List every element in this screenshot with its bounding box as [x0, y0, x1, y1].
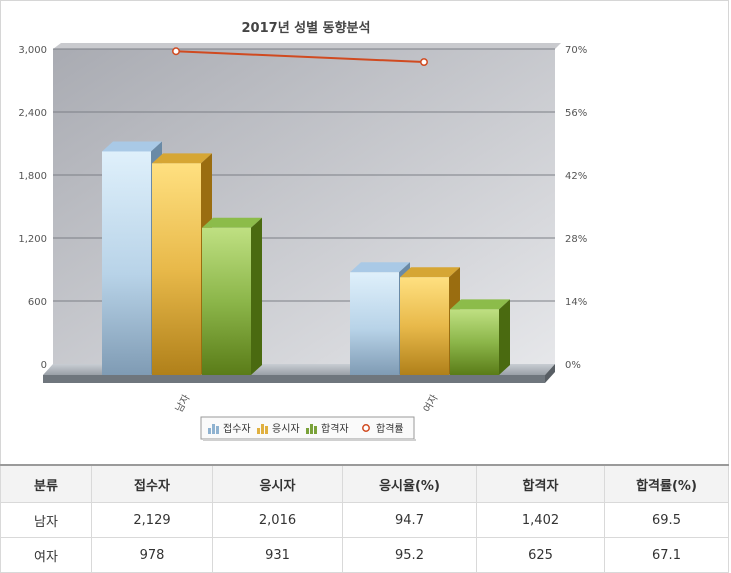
cell-exam-rate: 95.2 — [342, 537, 477, 573]
cell-pass-rate: 69.5 — [604, 502, 729, 538]
bar-series-icon — [208, 424, 219, 434]
pass-rate-point — [172, 47, 180, 56]
bar-series-icon — [257, 424, 268, 434]
bar-front — [450, 309, 499, 375]
bar-side — [499, 299, 510, 375]
legend-item: 합격률 — [362, 422, 404, 435]
cell-passers: 625 — [476, 537, 605, 573]
header-category: 분류 — [0, 464, 92, 503]
right-tick-label: 28% — [565, 234, 587, 245]
bar-front — [350, 272, 399, 375]
bar-top — [400, 267, 460, 278]
chart-title: 2017년 성별 동향분석 — [242, 20, 371, 36]
right-tick-label: 70% — [565, 45, 587, 56]
legend-label: 합격률 — [376, 422, 404, 435]
legend-item: 접수자 — [208, 423, 251, 435]
header-passers: 합격자 — [476, 464, 605, 503]
pass-rate-line-path — [175, 50, 425, 64]
cell-category: 여자 — [0, 537, 92, 573]
left-tick-label: 2,400 — [18, 108, 47, 119]
line-series-icon — [362, 424, 370, 432]
bar — [450, 299, 510, 375]
bars — [102, 141, 510, 375]
table-header-row: 분류 접수자 응시자 응시율(%) 합격자 합격률(%) — [0, 464, 729, 503]
bar-series-icon — [306, 424, 317, 434]
table-row: 남자 2,129 2,016 94.7 1,402 69.5 — [0, 502, 729, 538]
table-row: 여자 978 931 95.2 625 67.1 — [0, 537, 729, 573]
left-tick-label: 600 — [28, 297, 47, 308]
cell-category: 남자 — [0, 502, 92, 538]
bar-front — [152, 163, 201, 375]
bar-top — [202, 217, 262, 228]
bar-side — [251, 217, 262, 375]
legend-item: 응시자 — [257, 423, 300, 435]
cell-exam-rate: 94.7 — [342, 502, 477, 538]
header-pass-rate: 합격률(%) — [604, 464, 729, 503]
plot-backwall-side — [53, 43, 561, 49]
bar — [202, 217, 262, 375]
cell-applicants: 978 — [91, 537, 213, 573]
left-tick-label: 1,800 — [18, 171, 47, 182]
left-tick-label: 0 — [41, 360, 47, 371]
bar-top — [450, 299, 510, 310]
header-applicants: 접수자 — [91, 464, 213, 503]
left-tick-label: 1,200 — [18, 234, 47, 245]
stats-table: 분류 접수자 응시자 응시율(%) 합격자 합격률(%) 남자 2,129 2,… — [0, 464, 729, 573]
right-tick-label: 0% — [565, 360, 581, 371]
bar-front — [102, 151, 151, 375]
bar-front — [202, 227, 251, 375]
right-tick-label: 42% — [565, 171, 587, 182]
left-tick-label: 3,000 — [18, 45, 47, 56]
pass-rate-line — [172, 47, 428, 66]
gender-trend-chart: 2017년 성별 동향분석 0 600 1,200 1,800 2,400 3,000 0… — [18, 20, 587, 441]
cell-examinees: 931 — [212, 537, 343, 573]
pass-rate-point — [420, 58, 428, 66]
right-tick-label: 56% — [565, 108, 587, 119]
bar-top — [102, 141, 162, 152]
chart-floor-front — [43, 375, 545, 383]
header-exam-rate: 응시율(%) — [342, 464, 477, 503]
legend: 접수자 응시자 합격자 합격률 — [200, 416, 416, 441]
category-label: 여자 — [421, 393, 441, 415]
legend-box-shadow — [203, 439, 416, 441]
legend-label: 접수자 — [223, 423, 251, 435]
bar-front — [400, 277, 449, 375]
cell-examinees: 2,016 — [212, 502, 343, 538]
right-tick-label: 14% — [565, 297, 587, 308]
bar-top — [350, 262, 410, 273]
chart-panel: 2017년 성별 동향분석 0 600 1,200 1,800 2,400 3,000 0… — [0, 0, 729, 464]
category-label: 남자 — [173, 393, 193, 415]
header-examinees: 응시자 — [212, 464, 343, 503]
legend-label: 합격자 — [321, 422, 349, 435]
cell-passers: 1,402 — [476, 502, 605, 538]
category-labels: 남자 여자 — [173, 393, 441, 415]
legend-label: 응시자 — [272, 423, 300, 435]
legend-item: 합격자 — [306, 422, 349, 435]
left-axis: 0 600 1,200 1,800 2,400 3,000 — [18, 45, 47, 371]
chart-floor-side — [545, 364, 555, 383]
cell-pass-rate: 67.1 — [604, 537, 729, 573]
cell-applicants: 2,129 — [91, 502, 213, 538]
right-axis: 0% 14% 28% 42% 56% 70% — [565, 45, 587, 371]
bar-top — [152, 153, 212, 164]
